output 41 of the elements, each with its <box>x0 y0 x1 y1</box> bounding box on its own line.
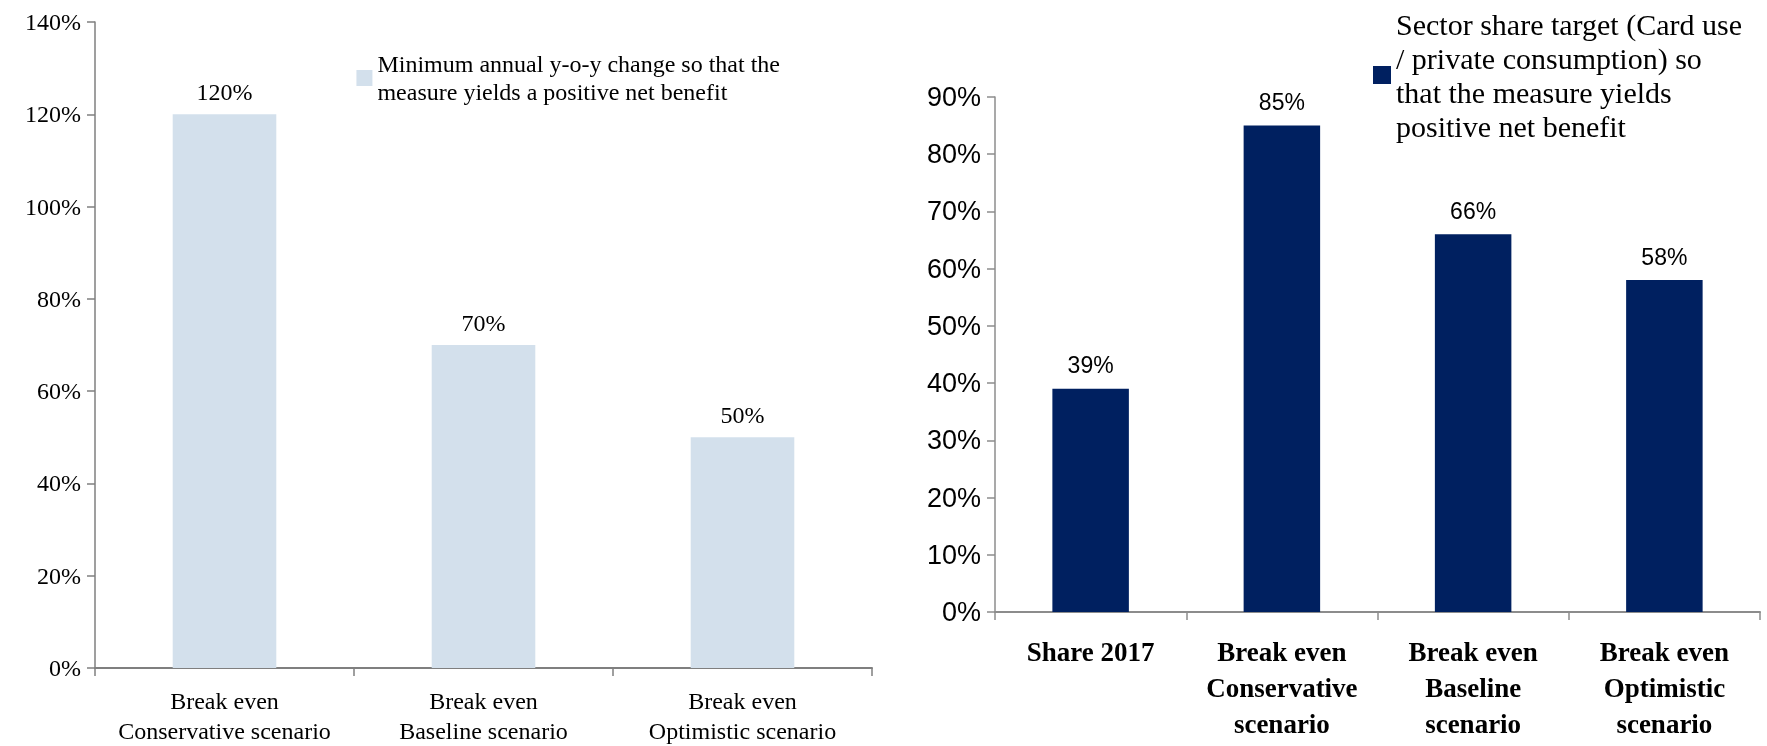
bar <box>1434 234 1512 612</box>
y-tick-label: 10% <box>926 539 981 570</box>
y-tick-label: 70% <box>926 196 981 227</box>
data-label: 39% <box>1067 352 1114 379</box>
legend-label: Minimum annual y-o-y change so that the measure yields a positive net benefit <box>377 51 780 105</box>
y-tick-label: 90% <box>926 82 981 112</box>
y-tick-label: 0% <box>49 655 81 681</box>
bar <box>690 437 795 668</box>
x-tick-label: Share 2017 <box>1026 637 1155 667</box>
y-tick-label: 60% <box>37 378 81 405</box>
y-tick-label: 40% <box>926 368 981 399</box>
x-tick-label: Break even Optimistic scenario <box>1599 637 1729 739</box>
y-tick-label: 80% <box>37 285 81 312</box>
x-tick-label: Break even Baseline scenario <box>399 688 568 744</box>
bar <box>1626 280 1703 612</box>
y-tick-label: 0% <box>941 597 981 627</box>
data-label: 66% <box>1450 197 1497 224</box>
data-label: 120% <box>196 79 253 106</box>
data-label: 58% <box>1641 243 1688 270</box>
y-tick-label: 20% <box>926 482 981 513</box>
data-label: 85% <box>1258 89 1305 116</box>
y-tick-label: 60% <box>926 253 981 284</box>
x-tick-label: Break even Baseline scenario <box>1408 637 1538 739</box>
legend-label: Sector share target (Card use / private consumption) so that the measure yields positive net benefit <box>1396 7 1742 143</box>
data-label: 50% <box>720 402 765 429</box>
x-tick-label: Break even Optimistic scenario <box>648 688 837 744</box>
y-tick-label: 140% <box>25 9 81 35</box>
x-tick-label: Break even Conservative scenario <box>118 688 331 744</box>
y-tick-label: 50% <box>926 310 981 341</box>
bar <box>1052 388 1129 612</box>
bar <box>1243 125 1321 612</box>
x-tick-label: Break even Conservative scenario <box>1206 637 1358 739</box>
bar <box>431 345 536 668</box>
y-tick-label: 120% <box>25 101 81 128</box>
y-tick-label: 100% <box>25 193 81 220</box>
data-label: 70% <box>461 310 506 336</box>
y-tick-label: 40% <box>37 470 81 497</box>
y-tick-label: 80% <box>926 139 981 170</box>
y-tick-label: 30% <box>926 425 981 456</box>
y-tick-label: 20% <box>37 562 81 589</box>
bar <box>172 114 277 668</box>
